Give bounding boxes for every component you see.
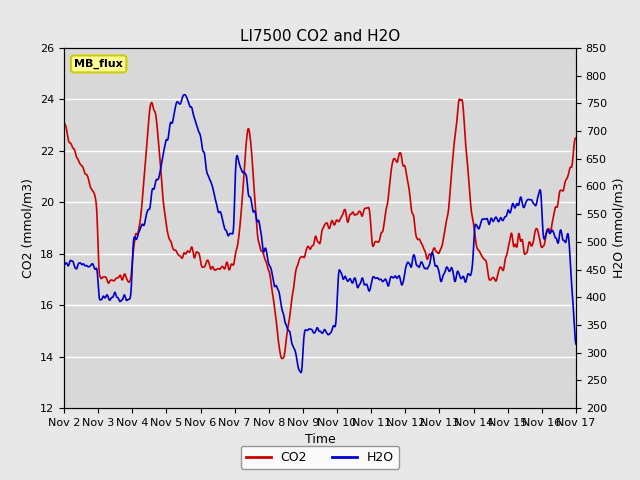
Text: MB_flux: MB_flux [74, 59, 123, 69]
Legend: CO2, H2O: CO2, H2O [241, 446, 399, 469]
X-axis label: Time: Time [305, 433, 335, 446]
Y-axis label: H2O (mmol/m3): H2O (mmol/m3) [612, 178, 625, 278]
Title: LI7500 CO2 and H2O: LI7500 CO2 and H2O [240, 29, 400, 44]
Y-axis label: CO2 (mmol/m3): CO2 (mmol/m3) [22, 178, 35, 278]
